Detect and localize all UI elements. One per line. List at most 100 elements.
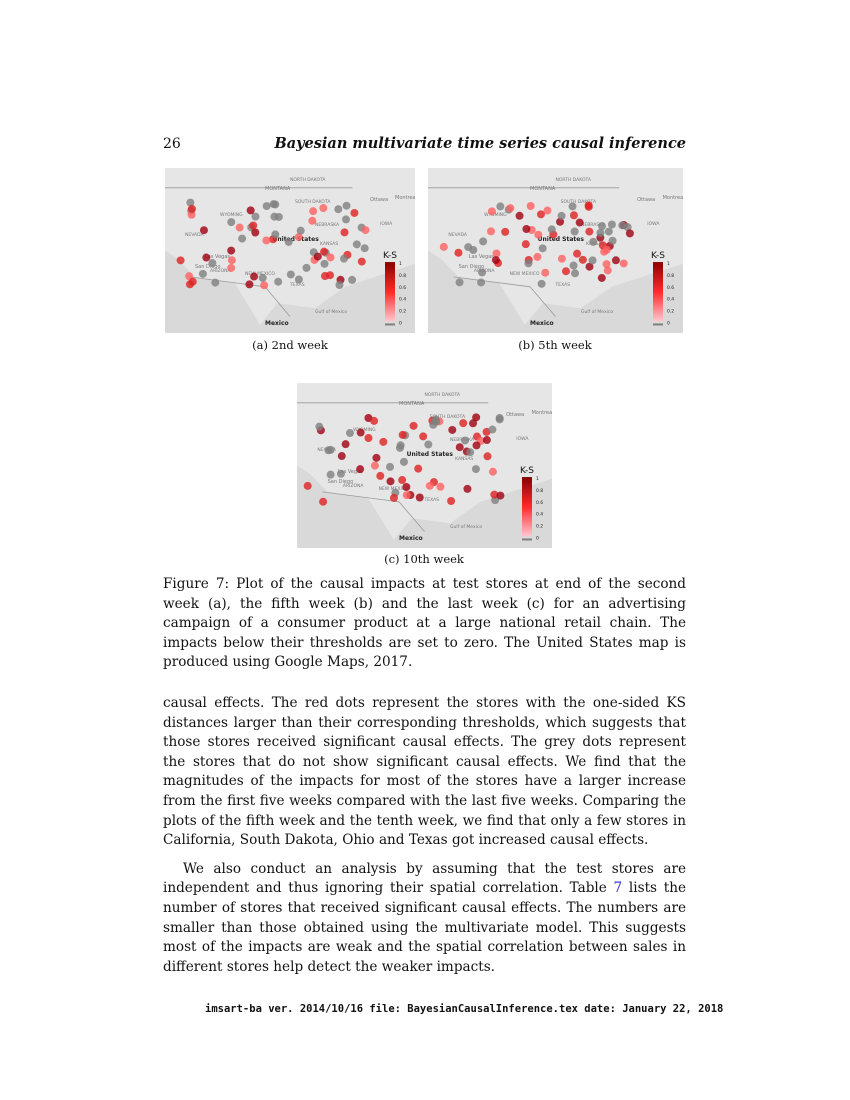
map-label-ottawa: Ottawa bbox=[637, 197, 655, 203]
store-dot-insignificant bbox=[399, 457, 408, 466]
legend-na-swatch bbox=[522, 538, 532, 541]
store-dot-significant bbox=[448, 425, 457, 434]
store-dot-significant bbox=[557, 254, 566, 263]
land-area bbox=[428, 168, 683, 325]
store-dot-significant bbox=[490, 490, 499, 499]
store-dot-significant bbox=[487, 207, 496, 216]
map-label-texas: TEXAS bbox=[289, 282, 305, 288]
store-dot-significant bbox=[496, 491, 505, 500]
store-dot-significant bbox=[425, 481, 434, 490]
store-dot-insignificant bbox=[478, 268, 487, 277]
store-dot-significant bbox=[176, 256, 185, 265]
store-dot-significant bbox=[361, 226, 370, 235]
store-dot-significant bbox=[482, 436, 491, 445]
store-dot-insignificant bbox=[424, 440, 433, 449]
legend-title: K-S bbox=[520, 466, 534, 476]
store-dot-insignificant bbox=[274, 212, 283, 221]
store-dot-insignificant bbox=[198, 269, 207, 278]
store-dot-insignificant bbox=[596, 228, 605, 237]
map-label-san_diego: San Diego bbox=[459, 264, 485, 270]
map-label-texas: TEXAS bbox=[424, 497, 440, 503]
store-dot-significant bbox=[227, 246, 236, 255]
store-dot-significant bbox=[356, 465, 365, 474]
store-dot-significant bbox=[419, 432, 428, 441]
map-label-san_diego: San Diego bbox=[328, 479, 354, 485]
legend-colorbar bbox=[653, 262, 663, 322]
store-dot-significant bbox=[235, 223, 244, 232]
table-ref-link[interactable]: 7 bbox=[613, 880, 623, 897]
store-dot-significant bbox=[402, 482, 411, 491]
map-label-las_vegas: Las Vegas bbox=[205, 254, 230, 260]
map-label-north_dakota: NORTH DAKOTA bbox=[556, 177, 592, 183]
map-label-nebraska: NEBRASKA bbox=[315, 222, 340, 228]
store-dot-insignificant bbox=[227, 218, 236, 227]
store-dot-significant bbox=[313, 252, 322, 261]
legend-tick: 0.6 bbox=[399, 285, 406, 291]
store-dot-significant bbox=[227, 263, 236, 272]
store-dot-significant bbox=[483, 452, 492, 461]
store-dot-insignificant bbox=[598, 222, 607, 231]
legend-tick: 0.6 bbox=[536, 500, 543, 506]
store-dot-significant bbox=[321, 272, 330, 281]
legend-tick: 1 bbox=[399, 261, 402, 267]
map-label-arizona: ARIZONA bbox=[210, 268, 232, 274]
store-dot-significant bbox=[526, 201, 535, 210]
legend-tick: 0 bbox=[536, 535, 539, 541]
store-dot-significant bbox=[454, 248, 463, 257]
map-5th-week: MONTANA NORTH DAKOTA SOUTH DAKOTA WYOMING NE… bbox=[428, 168, 683, 333]
land-area bbox=[297, 383, 552, 540]
store-dot-insignificant bbox=[208, 259, 217, 268]
border-line bbox=[297, 402, 489, 532]
store-dot-significant bbox=[319, 497, 328, 506]
store-dot-significant bbox=[436, 482, 445, 491]
subcaption-a: (a) 2nd week bbox=[252, 338, 328, 352]
legend-colorbar bbox=[385, 262, 395, 322]
map-label-gulf: Gulf of Mexico bbox=[315, 309, 347, 315]
legend-tick: 0.2 bbox=[536, 524, 543, 530]
store-dot-significant bbox=[602, 260, 611, 269]
store-dot-significant bbox=[469, 419, 478, 428]
store-dot-significant bbox=[536, 210, 545, 219]
map-label-montana: MONTANA bbox=[530, 186, 556, 192]
map-label-montreal: Montreal bbox=[532, 410, 552, 416]
store-dot-insignificant bbox=[607, 220, 616, 229]
map-label-iowa: IOWA bbox=[380, 221, 393, 227]
map-label-mexico: Mexico bbox=[399, 535, 423, 542]
legend-title: K-S bbox=[383, 251, 397, 261]
store-dot-significant bbox=[534, 230, 543, 239]
map-label-wyoming: WYOMING bbox=[484, 212, 507, 218]
store-dot-significant bbox=[262, 236, 271, 245]
store-dot-significant bbox=[597, 273, 606, 282]
store-dot-insignificant bbox=[570, 227, 579, 236]
map-label-kansas: KANSAS bbox=[320, 241, 338, 247]
store-dot-significant bbox=[455, 443, 464, 452]
store-dot-significant bbox=[541, 268, 550, 277]
map-label-las_vegas: Las Vegas bbox=[469, 254, 494, 260]
store-dot-insignificant bbox=[238, 234, 247, 243]
store-dot-insignificant bbox=[604, 227, 613, 236]
store-dot-significant bbox=[357, 257, 366, 266]
store-dot-significant bbox=[389, 493, 398, 502]
store-dot-insignificant bbox=[386, 462, 395, 471]
map-label-mexico: Mexico bbox=[265, 320, 289, 327]
store-dot-significant bbox=[488, 467, 497, 476]
store-dot-significant bbox=[409, 421, 418, 430]
store-dot-significant bbox=[521, 240, 530, 249]
store-dot-significant bbox=[398, 430, 407, 439]
store-dot-insignificant bbox=[537, 279, 546, 288]
legend-tick: 0.4 bbox=[536, 512, 543, 518]
legend-tick: 0 bbox=[399, 320, 402, 326]
store-dot-significant bbox=[379, 437, 388, 446]
store-dot-insignificant bbox=[496, 202, 505, 211]
store-dot-insignificant bbox=[284, 237, 293, 246]
map-label-montana: MONTANA bbox=[399, 401, 425, 407]
store-dot-significant bbox=[309, 207, 318, 216]
legend-title: K-S bbox=[651, 251, 665, 261]
legend-tick: 0.2 bbox=[399, 309, 406, 315]
store-dot-significant bbox=[515, 211, 524, 220]
store-dot-significant bbox=[187, 204, 196, 213]
store-dot-significant bbox=[337, 452, 346, 461]
store-dot-significant bbox=[585, 262, 594, 271]
store-dot-significant bbox=[402, 491, 411, 500]
